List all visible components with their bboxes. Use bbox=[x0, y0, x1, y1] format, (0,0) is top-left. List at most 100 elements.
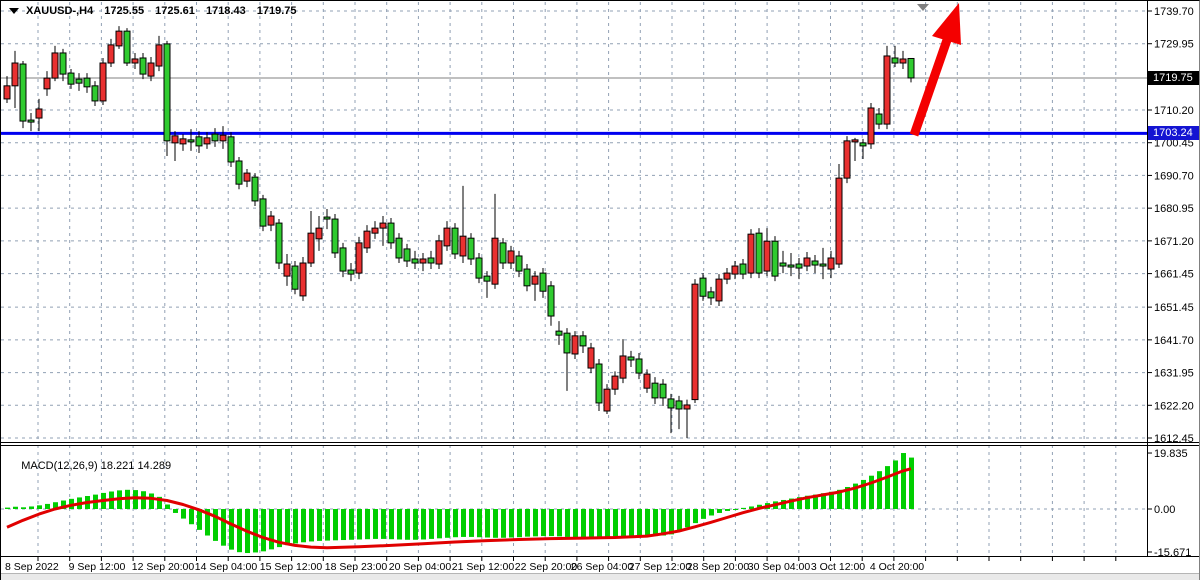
candle bbox=[275, 219, 283, 270]
current-price-badge: 1719.75 bbox=[1148, 70, 1199, 85]
candle bbox=[299, 256, 307, 301]
candle bbox=[235, 156, 243, 190]
candle bbox=[67, 69, 75, 89]
candle bbox=[683, 399, 691, 439]
trend-arrow-object[interactable] bbox=[909, 3, 961, 137]
time-axis-label: 27 Sep 12:00 bbox=[629, 561, 692, 573]
candle bbox=[419, 252, 427, 272]
candle bbox=[819, 247, 827, 280]
candle bbox=[539, 268, 547, 298]
candle bbox=[619, 339, 627, 384]
candle bbox=[179, 134, 187, 151]
candle bbox=[35, 98, 43, 132]
price-axis-label: 1671.20 bbox=[1154, 236, 1194, 248]
macd-main-value: 18.221 bbox=[100, 460, 135, 472]
price-axis-label: 1729.95 bbox=[1154, 39, 1194, 51]
chart-ohlc-header: XAUUSD-,H4 1725.55 1725.61 1718.43 1719.… bbox=[9, 5, 297, 17]
time-axis-label: 18 Sep 23:00 bbox=[325, 561, 388, 573]
candle bbox=[435, 234, 443, 270]
candle bbox=[515, 250, 523, 278]
candle bbox=[875, 107, 883, 130]
candle bbox=[827, 250, 835, 279]
low-value: 1718.43 bbox=[205, 5, 246, 17]
symbol-dropdown-icon[interactable] bbox=[9, 8, 19, 14]
macd-signal-line bbox=[6, 467, 912, 550]
candle bbox=[403, 243, 411, 268]
price-axis-label: 1680.95 bbox=[1154, 203, 1194, 215]
candle bbox=[603, 384, 611, 415]
candle bbox=[635, 352, 643, 380]
macd-scale-label: 19.835 bbox=[1154, 448, 1188, 460]
candle bbox=[379, 216, 387, 246]
candle bbox=[131, 52, 139, 70]
time-axis-label: 4 Oct 20:00 bbox=[870, 561, 924, 573]
candle bbox=[675, 395, 683, 430]
candle bbox=[787, 252, 795, 277]
candle bbox=[427, 250, 435, 270]
candle bbox=[251, 173, 259, 206]
candle bbox=[107, 38, 115, 68]
time-axis[interactable]: 8 Sep 2022 9 Sep 12:00 12 Sep 20:00 14 Sep … bbox=[5, 557, 1117, 573]
candle bbox=[587, 342, 595, 374]
candle bbox=[883, 45, 891, 130]
macd-scale[interactable]: 19.835 0.00 -15.671 bbox=[1147, 448, 1191, 559]
time-axis-label: 26 Sep 04:00 bbox=[571, 561, 634, 573]
candle bbox=[811, 254, 819, 274]
candle bbox=[707, 286, 715, 305]
time-axis-label: 30 Sep 04:00 bbox=[748, 561, 811, 573]
price-axis-label: 1710.20 bbox=[1154, 105, 1194, 117]
candle bbox=[835, 164, 843, 269]
candle bbox=[867, 102, 875, 149]
candle bbox=[491, 193, 499, 289]
candle bbox=[163, 40, 171, 156]
candle bbox=[171, 131, 179, 161]
candle bbox=[763, 228, 771, 277]
macd-scale-label: 0.00 bbox=[1154, 504, 1175, 516]
candle bbox=[795, 257, 803, 280]
candle bbox=[43, 71, 51, 96]
candle bbox=[227, 132, 235, 168]
candle bbox=[347, 263, 355, 282]
candle bbox=[555, 321, 563, 345]
candle bbox=[331, 214, 339, 258]
candle bbox=[3, 76, 11, 103]
candle bbox=[59, 48, 67, 82]
candle bbox=[187, 129, 195, 151]
candle bbox=[459, 185, 467, 264]
macd-indicator-label: MACD(12,26,9) bbox=[21, 460, 98, 472]
macd-signal-value: 14.289 bbox=[137, 460, 172, 472]
hline-price-badge: 1703.24 bbox=[1148, 126, 1199, 141]
candle bbox=[203, 132, 211, 149]
candle bbox=[219, 126, 227, 149]
candle bbox=[723, 268, 731, 285]
candle bbox=[291, 260, 299, 295]
candle bbox=[211, 128, 219, 147]
time-axis-label: 12 Sep 20:00 bbox=[132, 561, 195, 573]
candle bbox=[563, 328, 571, 391]
price-axis-label: 1739.70 bbox=[1154, 6, 1194, 18]
candle bbox=[891, 45, 899, 68]
close-value: 1719.75 bbox=[256, 5, 297, 17]
time-axis-label: 9 Sep 12:00 bbox=[69, 561, 126, 573]
candle bbox=[307, 210, 315, 268]
high-value: 1725.61 bbox=[155, 5, 195, 17]
candle bbox=[531, 271, 539, 301]
candle bbox=[443, 221, 451, 251]
candle bbox=[27, 113, 35, 132]
candle bbox=[779, 250, 787, 274]
candles-series bbox=[3, 26, 915, 439]
candle bbox=[147, 56, 155, 82]
candle bbox=[691, 279, 699, 403]
candle bbox=[571, 331, 579, 359]
candle bbox=[523, 264, 531, 292]
symbol-period-label: XAUUSD-,H4 bbox=[26, 5, 94, 17]
candle bbox=[139, 52, 147, 80]
candle bbox=[547, 281, 555, 326]
candle bbox=[595, 358, 603, 411]
candle bbox=[643, 369, 651, 393]
price-axis[interactable]: 1739.70 1729.95 1710.20 1700.45 1690.70 1680.… bbox=[1147, 6, 1194, 445]
time-axis-label: 20 Sep 04:00 bbox=[389, 561, 452, 573]
candle bbox=[451, 223, 459, 259]
candle bbox=[91, 81, 99, 106]
